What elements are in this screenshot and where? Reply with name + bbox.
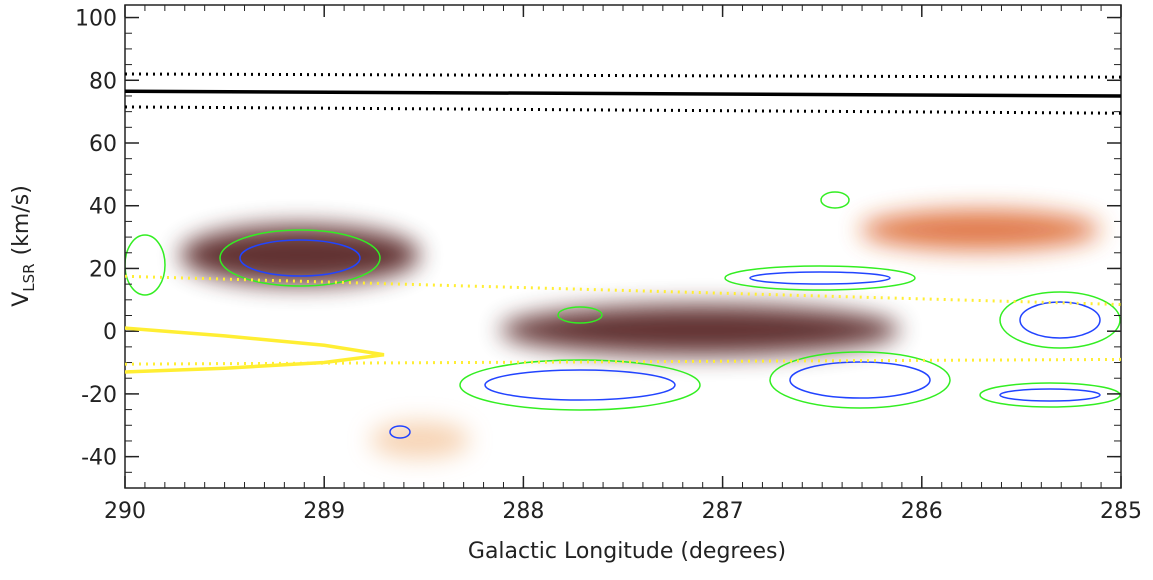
x-tick-label: 285 [1100,499,1142,524]
y-tick-label: 80 [89,69,117,94]
y-tick-label: -20 [81,383,117,408]
y-tick-label: 60 [89,132,117,157]
intensity-map [125,5,1121,488]
y-tick-label: 100 [75,7,117,32]
x-tick-label: 286 [901,499,943,524]
y-tick-label: 40 [89,195,117,220]
y-tick-label: 0 [103,320,117,345]
series-line [125,326,385,374]
series-line [125,89,1121,98]
y-label-unit: (km/s) [9,185,34,255]
x-tick-label: 287 [702,499,744,524]
y-tick-label: 20 [89,257,117,282]
y-label-sub: LSR [20,263,38,291]
y-label-main: V [9,292,34,307]
x-axis-label: Galactic Longitude (degrees) [468,539,786,564]
series-line [125,105,1121,115]
y-tick-label: -40 [81,446,117,471]
x-tick-label: 288 [502,499,544,524]
x-tick-label: 289 [303,499,345,524]
series-line [125,274,1121,307]
y-axis-label: VLSR (km/s) [9,185,38,307]
x-tick-label: 290 [104,499,146,524]
series-line [125,72,1121,79]
series-line [125,357,1121,366]
